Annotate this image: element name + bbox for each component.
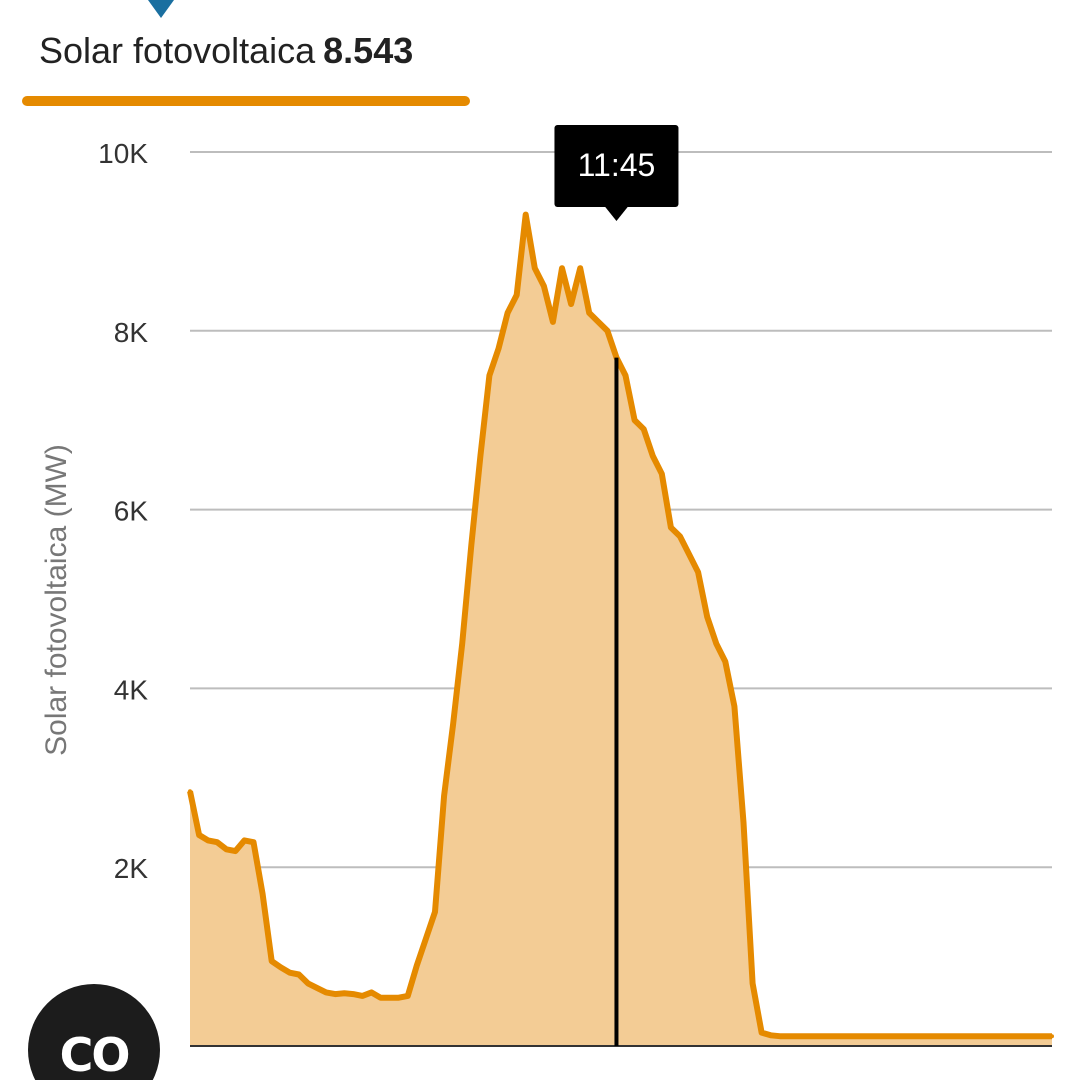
- tooltip-time: 11:45: [578, 147, 656, 183]
- y-tick-label: 2K: [114, 853, 149, 884]
- tooltip-arrow: [604, 206, 629, 221]
- legend-label: Solar fotovoltaica: [39, 30, 316, 71]
- y-tick-label: 8K: [114, 317, 149, 348]
- legend-value: 8.543: [323, 30, 414, 71]
- series-area-fill: [190, 214, 1052, 1047]
- series-line: [187, 211, 1052, 1040]
- legend-underline: [22, 96, 470, 106]
- y-tick-label: 6K: [114, 496, 149, 527]
- cursor-tooltip: 11:45: [554, 125, 679, 221]
- legend-tab-solar[interactable]: Solar fotovoltaica 8.543: [22, 24, 470, 108]
- y-tick-label: 10K: [98, 138, 148, 169]
- tooltip-box: [554, 125, 679, 207]
- y-axis-ticks: 2K 4K 6K 8K 10K: [98, 138, 148, 884]
- selection-caret-icon: [148, 0, 174, 18]
- y-axis-label: Solar fotovoltaica (MW): [40, 444, 73, 756]
- legend-text: Solar fotovoltaica 8.543: [39, 30, 413, 72]
- y-tick-label: 4K: [114, 674, 149, 705]
- co2-icon: CO: [59, 1028, 131, 1080]
- co2-button[interactable]: CO: [28, 984, 160, 1080]
